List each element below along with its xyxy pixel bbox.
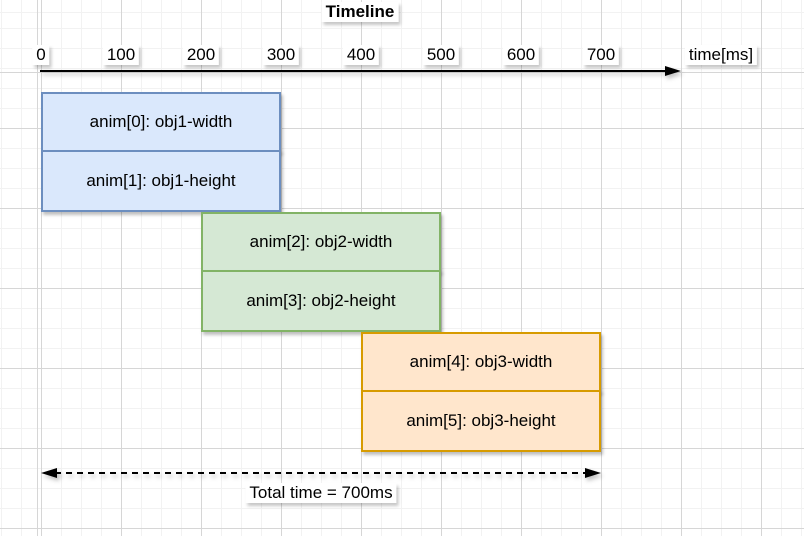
axis-tick-300: 300	[262, 45, 300, 65]
axis-tick-400: 400	[342, 45, 380, 65]
axis-tick-0: 0	[32, 45, 50, 65]
arrowhead-left-icon	[41, 468, 57, 478]
bar-anim5-obj3-height: anim[5]: obj3-height	[361, 390, 601, 452]
bar-anim1-obj1-height: anim[1]: obj1-height	[41, 150, 281, 212]
dashed-line	[55, 472, 587, 474]
axis-tick-500: 500	[422, 45, 460, 65]
bar-label: anim[4]: obj3-width	[409, 352, 553, 371]
axis-tick-200: 200	[182, 45, 220, 65]
total-time-label: Total time = 700ms	[245, 483, 397, 503]
diagram-title: Timeline	[321, 2, 399, 22]
bar-label: anim[2]: obj2-width	[249, 232, 393, 251]
axis-arrowhead-right-icon	[665, 66, 681, 76]
bar-label: anim[3]: obj2-height	[246, 291, 396, 310]
axis-tick-700: 700	[582, 45, 620, 65]
axis-unit-label: time[ms]	[684, 45, 758, 65]
bar-label: anim[5]: obj3-height	[406, 411, 556, 430]
axis-tick-600: 600	[502, 45, 540, 65]
axis-tick-100: 100	[102, 45, 140, 65]
bar-anim2-obj2-width: anim[2]: obj2-width	[201, 212, 441, 272]
bar-anim4-obj3-width: anim[4]: obj3-width	[361, 332, 601, 392]
bar-label: anim[1]: obj1-height	[86, 171, 236, 190]
axis-line	[40, 70, 668, 72]
bar-anim0-obj1-width: anim[0]: obj1-width	[41, 92, 281, 152]
bar-anim3-obj2-height: anim[3]: obj2-height	[201, 270, 441, 332]
arrowhead-right-icon	[585, 468, 601, 478]
bar-label: anim[0]: obj1-width	[89, 112, 233, 131]
